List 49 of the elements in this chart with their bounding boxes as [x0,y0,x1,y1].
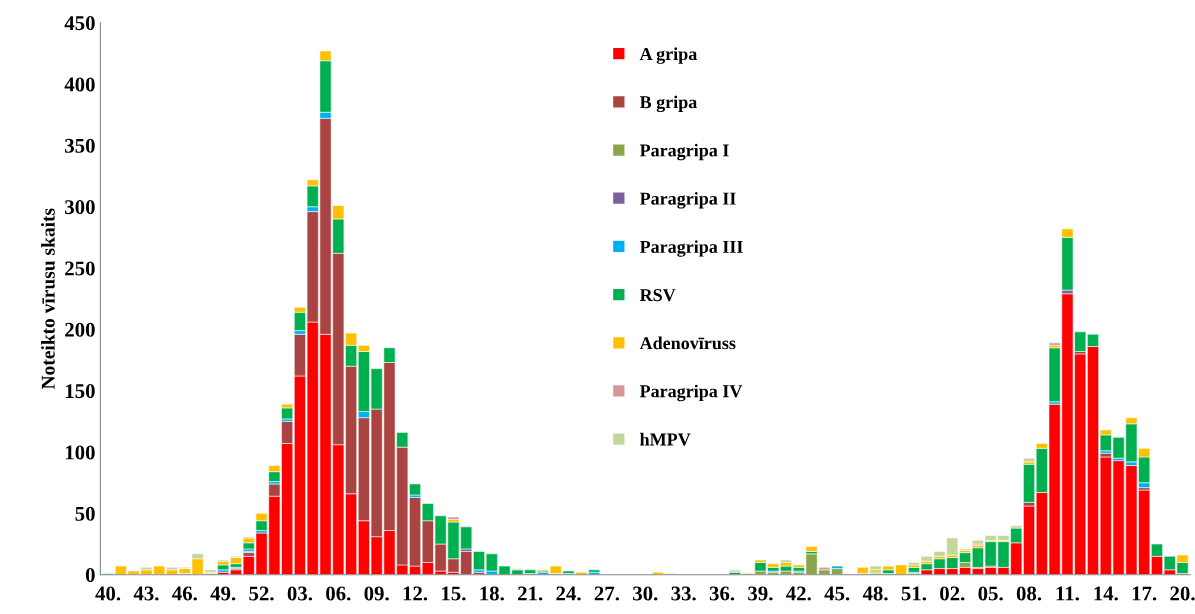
y-tick-label: 400 [64,77,95,92]
y-tick-label: 150 [65,384,95,399]
y-tick-label: 200 [65,322,95,337]
x-tick-label: 46. [172,586,197,601]
x-tick-label: 06. [326,586,351,601]
x-tick-label: 45. [824,586,850,601]
x-tick-label: 09. [364,586,389,601]
x-tick-label: 14. [1094,586,1118,601]
x-tick-label: 36. [709,586,735,601]
x-tick-label: 43. [133,586,159,601]
x-tick-label: 39. [748,586,773,601]
x-tick-label: 11. [1056,586,1079,601]
legend-label: Paragripa II [639,192,736,209]
x-tick-label: 18. [480,586,504,601]
x-tick-label: 12. [403,586,428,601]
x-tick-label: 48. [862,586,888,601]
x-tick-label: 15. [442,586,466,601]
x-tick-label: 52. [249,586,274,601]
legend-label: Adenovīruss [639,336,736,350]
y-tick-label: 100 [65,445,95,460]
legend-label: Paragripa IV [639,384,743,402]
x-tick-label: 17. [1132,586,1157,601]
legend-label: Paragripa I [639,143,729,161]
x-tick-label: 33. [671,586,696,601]
x-tick-label: 49. [210,586,236,601]
y-tick-label: 350 [65,138,95,153]
legend-label: B gripa [639,95,697,113]
x-tick-label: 24. [556,586,581,601]
x-tick-label: 20. [1170,586,1195,601]
y-tick-label: 450 [64,16,95,31]
x-tick-label: 02. [940,586,965,601]
legend-label: Paragripa III [639,240,743,257]
x-tick-label: 51. [901,586,927,601]
x-tick-label: 03. [287,586,313,601]
x-tick-label: 08. [1016,586,1042,601]
x-tick-label: 40. [95,586,121,601]
legend-label: A gripa [639,47,697,64]
y-tick-label: 300 [65,200,95,215]
y-axis-title: Noteikto vīrusu skaits [41,208,55,390]
x-tick-label: 30. [633,586,658,601]
legend-label: RSV [639,289,676,302]
y-tick-label: 50 [75,506,95,521]
x-tick-label: 27. [594,586,620,601]
y-tick-label: 250 [65,261,95,276]
y-tick-label: 0 [85,568,95,583]
x-tick-label: 05. [978,586,1003,601]
x-tick-label: 21. [518,586,543,601]
legend-label: hMPV [640,432,691,446]
x-tick-label: 42. [786,586,811,601]
